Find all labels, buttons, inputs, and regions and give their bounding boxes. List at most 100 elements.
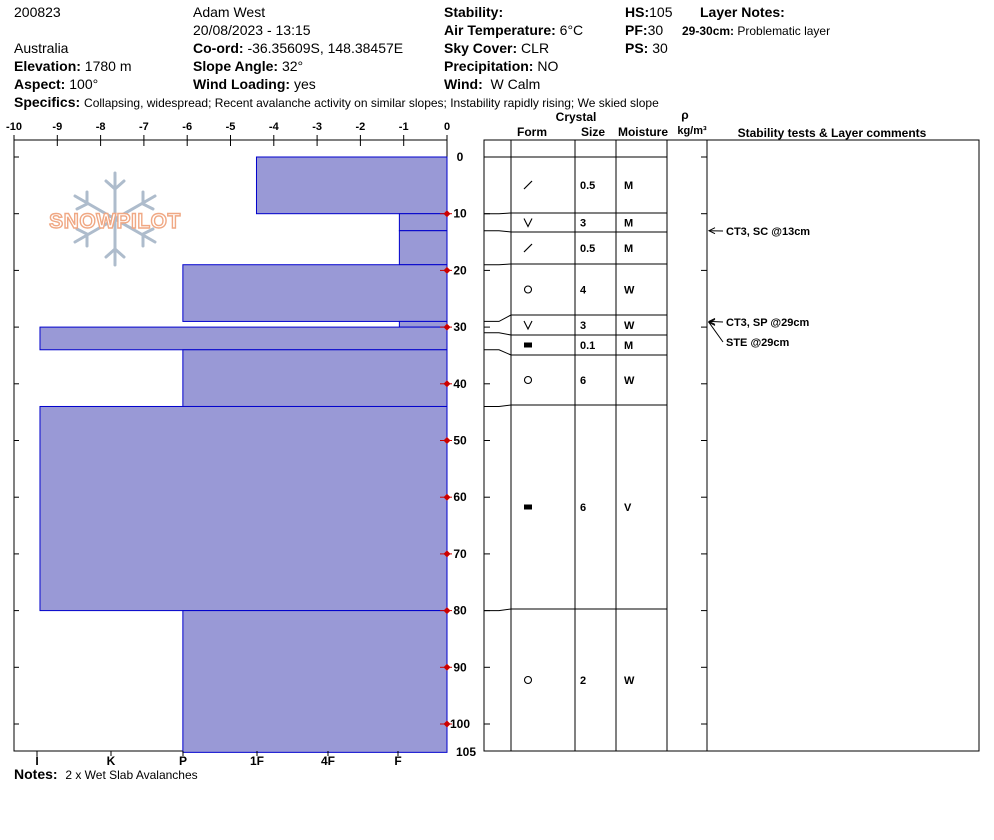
sky-row: Sky Cover: CLR bbox=[444, 40, 549, 57]
hardness-label: K bbox=[107, 754, 116, 768]
layer-note-text: Problematic layer bbox=[737, 24, 831, 38]
top-tick-label: 0 bbox=[444, 121, 450, 133]
layer-notes-title: Layer Notes: bbox=[700, 4, 785, 20]
depth-label: 70 bbox=[453, 547, 467, 561]
stability-row: Stability: bbox=[444, 4, 503, 21]
elevation-label: Elevation: bbox=[14, 58, 81, 74]
layer-moisture: M bbox=[624, 180, 633, 192]
specifics-row: Specifics: Collapsing, widespread; Recen… bbox=[14, 94, 659, 112]
layer-connector bbox=[484, 349, 512, 356]
sky-label: Sky Cover: bbox=[444, 40, 518, 56]
layer-note-depth: 29-30cm: bbox=[682, 24, 735, 38]
wind-loading-label: Wind Loading: bbox=[193, 76, 291, 92]
precip-row: Precipitation: NO bbox=[444, 58, 558, 75]
melt-form-icon bbox=[523, 675, 533, 685]
layer-connector bbox=[484, 263, 512, 266]
country: Australia bbox=[14, 40, 69, 56]
elevation-row: Elevation: 1780 m bbox=[14, 58, 132, 75]
top-tick-label: -5 bbox=[226, 121, 236, 133]
wind-row: Wind: W Calm bbox=[444, 76, 540, 93]
air-temp-value: 6°C bbox=[559, 22, 584, 38]
hardness-bar bbox=[182, 264, 448, 322]
table-frame bbox=[483, 139, 980, 752]
hardness-bars bbox=[39, 156, 448, 753]
temperature-point bbox=[443, 607, 451, 615]
test-label: CT3, SP @29cm bbox=[726, 317, 810, 329]
melt-form-icon bbox=[523, 285, 533, 294]
notes-value: 2 x Wet Slab Avalanches bbox=[65, 768, 198, 782]
size-header: Size bbox=[581, 125, 605, 139]
ps-value: 30 bbox=[652, 40, 668, 56]
crystal-header: Crystal bbox=[556, 110, 597, 124]
side-ticks bbox=[14, 140, 405, 725]
temperature-point bbox=[443, 210, 451, 218]
ps-label: PS: bbox=[625, 40, 649, 56]
notes-row: Notes: 2 x Wet Slab Avalanches bbox=[14, 766, 198, 782]
aspect-value: 100° bbox=[69, 76, 99, 92]
notes-label: Notes: bbox=[14, 766, 58, 782]
layer-connector bbox=[484, 230, 512, 233]
specifics-value: Collapsing, widespread; Recent avalanche… bbox=[84, 96, 659, 110]
layer-size: 0.5 bbox=[580, 243, 595, 255]
decomposing-fragments-icon bbox=[523, 180, 533, 190]
pit-id: 200823 bbox=[14, 4, 61, 20]
datetime: 20/08/2023 - 13:15 bbox=[193, 22, 311, 38]
layer-moisture: W bbox=[624, 675, 635, 687]
depth-label: 20 bbox=[453, 263, 467, 277]
hardness-bar bbox=[182, 349, 448, 407]
slope-row: Slope Angle: 32° bbox=[193, 58, 303, 75]
ps-row: PS: 30 bbox=[625, 40, 668, 57]
stability-tests: CT3, SC @13cm CT3, SP @29cm STE @29cm bbox=[707, 226, 810, 349]
aspect-label: Aspect: bbox=[14, 76, 66, 92]
layer-moisture: V bbox=[624, 502, 632, 514]
hs-label: HS: bbox=[625, 4, 650, 20]
hs-row: HS:105 bbox=[625, 4, 672, 21]
layer-size: 4 bbox=[580, 285, 587, 297]
wind-label: Wind: bbox=[444, 76, 483, 92]
hardness-axis: I K P 1F 4F F bbox=[35, 751, 402, 768]
depth-label: 0 bbox=[457, 150, 464, 164]
coord-value: -36.35609S, 148.38457E bbox=[247, 40, 404, 56]
wind-loading-value: yes bbox=[293, 76, 316, 92]
hardness-bar bbox=[182, 610, 448, 753]
hardness-bar bbox=[255, 156, 448, 215]
test-arrow-icon bbox=[707, 318, 716, 326]
hardness-bar bbox=[398, 320, 448, 328]
top-tick-label: -10 bbox=[6, 121, 22, 133]
precip-value: NO bbox=[537, 58, 559, 74]
test-label: CT3, SC @13cm bbox=[726, 226, 810, 238]
layer-note: 29-30cm: Problematic layer bbox=[682, 23, 830, 40]
stability-label: Stability: bbox=[444, 4, 504, 20]
temperature-point bbox=[443, 380, 451, 388]
hardness-label: 4F bbox=[321, 754, 335, 768]
depth-label: 30 bbox=[453, 320, 467, 334]
coord-label: Co-ord: bbox=[193, 40, 244, 56]
depth-label: 90 bbox=[453, 660, 467, 674]
layer-size: 2 bbox=[580, 675, 586, 687]
observer: Adam West bbox=[193, 4, 266, 20]
wind-loading-row: Wind Loading: yes bbox=[193, 76, 316, 93]
depth-label: 80 bbox=[453, 604, 467, 618]
layer-size: 6 bbox=[580, 502, 586, 514]
test-arrow-icon bbox=[707, 227, 716, 235]
hardness-bar bbox=[398, 230, 448, 266]
top-axis: -10 -9 -8 -7 -6 -5 -4 -3 -2 -1 0 bbox=[6, 121, 450, 140]
ice-formation-icon bbox=[524, 342, 532, 348]
depth-label: 40 bbox=[453, 377, 467, 391]
layer-moisture: M bbox=[624, 340, 633, 352]
ice-formation-icon bbox=[524, 504, 532, 510]
hs-value: 105 bbox=[649, 4, 673, 20]
table-rows: 0.5 M 3 M 0.5 M 4 W 3 W 0.1 M 6 W 6 V 2 W bbox=[484, 156, 707, 725]
specifics-label: Specifics: bbox=[14, 94, 81, 110]
logo-text: SNOWPILOT bbox=[49, 210, 181, 233]
top-tick-label: -1 bbox=[399, 121, 409, 133]
hardness-bar bbox=[39, 326, 448, 351]
air-temp-row: Air Temperature: 6°C bbox=[444, 22, 583, 39]
temperature-point bbox=[443, 493, 451, 501]
form-header: Form bbox=[517, 125, 547, 139]
temperature-point bbox=[443, 437, 451, 444]
depth-axis: 0 10 20 30 40 50 60 70 80 90 100 105 bbox=[450, 150, 476, 759]
top-tick-label: -6 bbox=[182, 121, 192, 133]
pf-label: PF: bbox=[625, 22, 648, 38]
air-temp-label: Air Temperature: bbox=[444, 22, 556, 38]
